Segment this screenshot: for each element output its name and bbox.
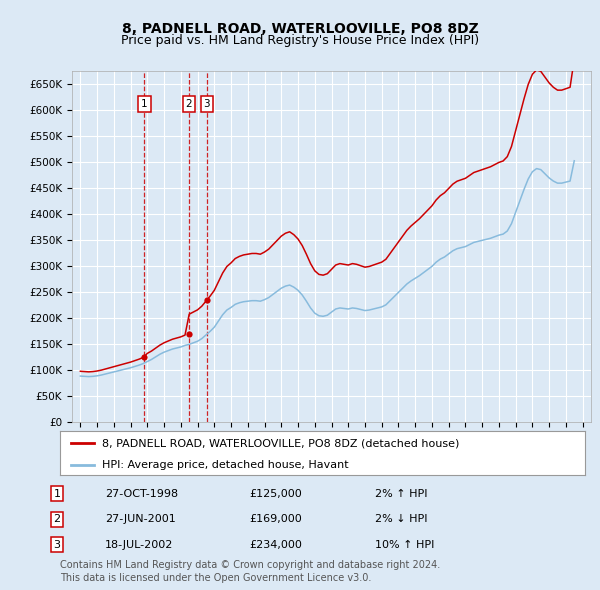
Text: 27-OCT-1998: 27-OCT-1998 bbox=[105, 489, 178, 499]
Text: 2% ↑ HPI: 2% ↑ HPI bbox=[375, 489, 427, 499]
Text: 3: 3 bbox=[203, 99, 210, 109]
Text: 18-JUL-2002: 18-JUL-2002 bbox=[105, 540, 173, 549]
Text: £234,000: £234,000 bbox=[249, 540, 302, 549]
Text: Price paid vs. HM Land Registry's House Price Index (HPI): Price paid vs. HM Land Registry's House … bbox=[121, 34, 479, 47]
Text: Contains HM Land Registry data © Crown copyright and database right 2024.
This d: Contains HM Land Registry data © Crown c… bbox=[60, 560, 440, 583]
Text: 1: 1 bbox=[141, 99, 148, 109]
Text: £169,000: £169,000 bbox=[249, 514, 302, 524]
Text: 2: 2 bbox=[186, 99, 193, 109]
Text: 27-JUN-2001: 27-JUN-2001 bbox=[105, 514, 176, 524]
Text: £125,000: £125,000 bbox=[249, 489, 302, 499]
Text: 2: 2 bbox=[53, 514, 61, 524]
Text: HPI: Average price, detached house, Havant: HPI: Average price, detached house, Hava… bbox=[102, 460, 349, 470]
Text: 10% ↑ HPI: 10% ↑ HPI bbox=[375, 540, 434, 549]
Text: 1: 1 bbox=[53, 489, 61, 499]
Text: 8, PADNELL ROAD, WATERLOOVILLE, PO8 8DZ (detached house): 8, PADNELL ROAD, WATERLOOVILLE, PO8 8DZ … bbox=[102, 438, 460, 448]
Text: 3: 3 bbox=[53, 540, 61, 549]
Text: 8, PADNELL ROAD, WATERLOOVILLE, PO8 8DZ: 8, PADNELL ROAD, WATERLOOVILLE, PO8 8DZ bbox=[122, 22, 478, 37]
Text: 2% ↓ HPI: 2% ↓ HPI bbox=[375, 514, 427, 524]
